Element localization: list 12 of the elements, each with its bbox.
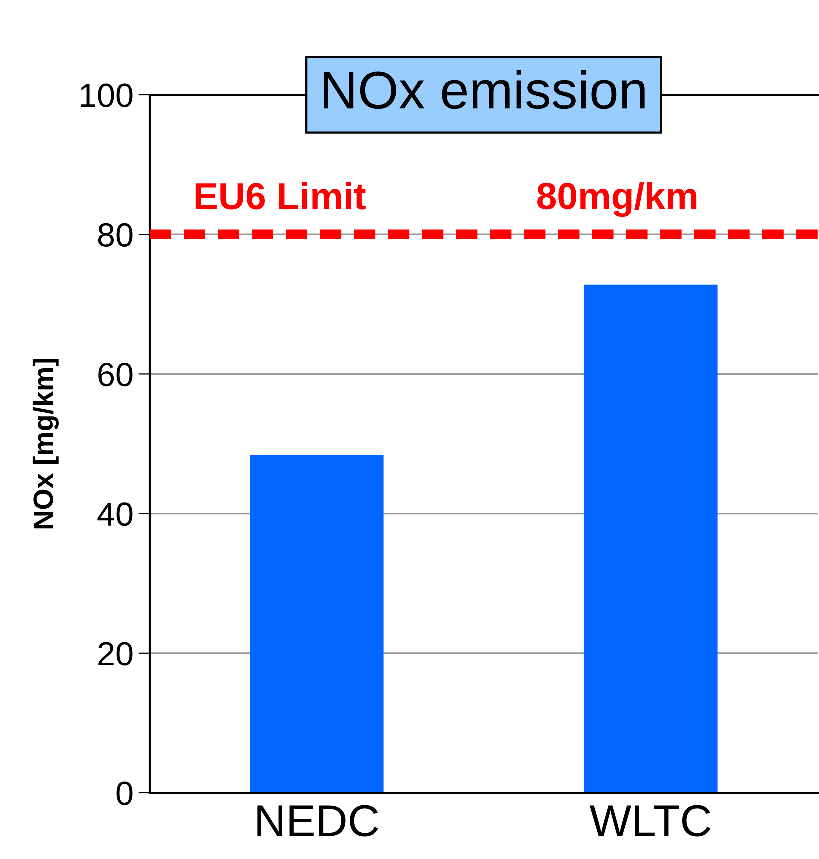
ref-line-label: EU6 Limit	[196, 182, 366, 210]
x-tick-label: WLTC	[590, 805, 711, 837]
y-tick-label: 60	[98, 363, 133, 387]
y-axis-title: NOx [mg/km]	[32, 359, 59, 529]
chart-title: NOx emission	[324, 70, 645, 110]
annotation: 80mg/km	[538, 182, 697, 218]
y-tick-label: 100	[80, 84, 133, 108]
x-tick-label: NEDC	[258, 805, 378, 837]
y-tick-label: 0	[116, 782, 133, 806]
y-tick-label: 80	[98, 223, 133, 248]
y-tick-label: 20	[98, 642, 133, 666]
y-tick-label: 40	[98, 502, 133, 526]
